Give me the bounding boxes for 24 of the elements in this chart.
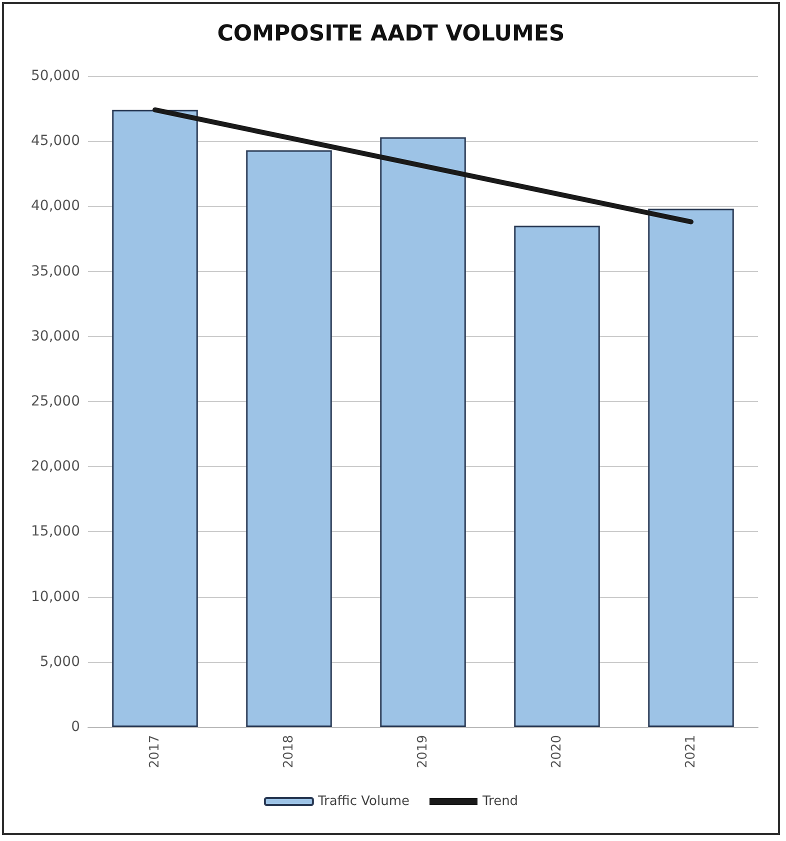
y-tick-label: 40,000 <box>31 198 80 214</box>
legend-label: Trend <box>481 794 518 809</box>
x-tick-label: 2017 <box>148 735 162 768</box>
chart-title: COMPOSITE AADT VOLUMES <box>217 22 565 46</box>
bar <box>246 150 332 727</box>
bar <box>380 137 466 727</box>
y-tick-label: 5,000 <box>40 654 80 670</box>
bar <box>648 208 734 727</box>
y-tick-label: 45,000 <box>31 133 80 150</box>
y-tick-label: 50,000 <box>31 68 80 84</box>
x-tick-label: 2020 <box>550 735 564 768</box>
y-tick-label: 0 <box>71 719 80 735</box>
y-tick-label: 25,000 <box>31 394 80 410</box>
bar <box>514 226 600 727</box>
x-tick-label: 2021 <box>684 735 698 768</box>
y-tick-label: 35,000 <box>31 263 80 280</box>
y-tick-label: 30,000 <box>31 328 80 344</box>
bar <box>112 110 198 727</box>
x-tick-label: 2018 <box>282 735 296 768</box>
y-tick-label: 20,000 <box>31 458 80 475</box>
legend-label: Traffic Volume <box>316 794 410 809</box>
y-tick-label: 15,000 <box>31 524 80 540</box>
x-tick-label: 2019 <box>416 735 430 768</box>
y-tick-label: 10,000 <box>31 588 80 605</box>
